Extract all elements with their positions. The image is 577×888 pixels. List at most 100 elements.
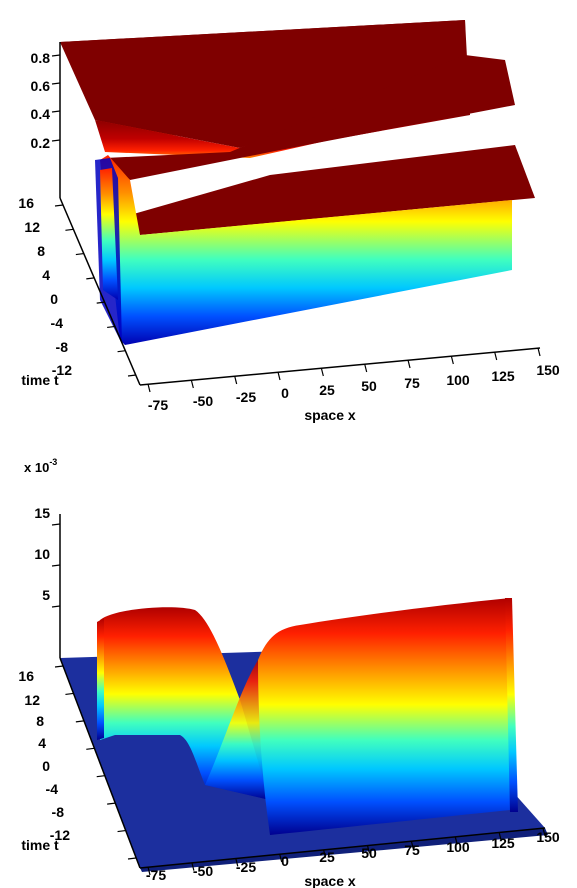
top-y-tick-12: 12: [24, 219, 40, 235]
top-y-tick-mark-0: [54, 204, 64, 207]
top-x-tick-50: 50: [361, 378, 377, 394]
top-x-tick-mark-6: [407, 359, 411, 369]
top-y-tick-minus8: -8: [56, 339, 69, 355]
bottom-x-tick-minus75: -75: [146, 867, 166, 883]
top-y-tick-mark-3: [86, 277, 95, 280]
top-x-tick-mark-1: [190, 379, 194, 389]
bottom-x-axis-label: space x: [304, 873, 356, 888]
top-x-tick-mark-3: [277, 371, 281, 381]
bottom-z-tick-15: 15: [34, 505, 50, 521]
top-x-tick-75: 75: [404, 375, 420, 391]
top-x-tick-mark-0: [147, 383, 151, 393]
top-x-tick-minus75: -75: [148, 397, 168, 413]
top-surface-plot: 0.8 0.6 0.4 0.2 16 12 8 4 0 -4 -8 -12 -7…: [18, 20, 560, 423]
top-y-tick-mark-1: [65, 228, 74, 231]
top-y-axis-label: time t: [21, 372, 59, 388]
bottom-y-axis-label: time t: [21, 837, 59, 853]
top-y-tick-mark-5: [107, 325, 116, 329]
bottom-y-tick-minus8: -8: [52, 804, 65, 820]
bottom-y-tick-mark-7: [127, 857, 137, 860]
bottom-y-tick-mark-0: [54, 665, 64, 668]
top-x-tick-mark-5: [364, 363, 368, 373]
bottom-z-tick-10: 10: [34, 546, 50, 562]
top-surface-upper-sheet: [60, 20, 466, 148]
top-x-tick-mark-9: [537, 347, 541, 357]
bottom-z-scale-label: x 10-3: [24, 457, 57, 475]
bottom-x-tick-mark-2: [235, 858, 239, 867]
bottom-y-tick-minus4: -4: [46, 781, 59, 797]
bottom-y-tick-minus12: -12: [50, 827, 70, 843]
bottom-x-tick-marks: [147, 827, 546, 876]
bottom-x-axis: [139, 827, 546, 869]
bottom-x-tick-50: 50: [361, 845, 377, 861]
top-y-tick-mark-6: [117, 350, 126, 353]
bottom-y-tick-marks: [54, 665, 137, 860]
top-x-tick-mark-8: [494, 351, 498, 361]
bottom-x-tick-125: 125: [491, 835, 515, 851]
top-x-axis-label: space x: [304, 407, 356, 423]
top-z-tick-0.2: 0.2: [31, 135, 51, 151]
bottom-x-tick-100: 100: [446, 839, 470, 855]
top-x-tick-minus50: -50: [193, 393, 213, 409]
top-z-tick-0.4: 0.4: [31, 106, 51, 122]
top-x-tick-mark-2: [234, 375, 238, 385]
bottom-x-tick-150: 150: [536, 829, 560, 845]
bottom-x-tick-mark-5: [366, 845, 371, 854]
bottom-x-tick-minus25: -25: [236, 859, 256, 875]
bottom-y-tick-mark-4: [96, 775, 105, 778]
top-y-tick-marks: [54, 204, 137, 377]
top-surface-front-sheet: [130, 145, 535, 235]
top-x-tick-125: 125: [491, 368, 515, 384]
top-y-tick-mark-4: [96, 301, 105, 304]
top-x-tick-minus25: -25: [236, 389, 256, 405]
top-z-tick-0.8: 0.8: [31, 50, 51, 66]
bottom-z-axis: [51, 514, 61, 658]
top-y-tick-minus4: -4: [51, 315, 64, 331]
top-x-tick-marks: [147, 347, 541, 393]
top-z-tick-0.6: 0.6: [31, 78, 51, 94]
bottom-y-tick-mark-5: [107, 802, 116, 805]
bottom-x-tick-minus50: -50: [193, 863, 213, 879]
bottom-x-tick-mark-7: [454, 836, 458, 845]
top-x-tick-0: 0: [281, 385, 289, 401]
top-x-tick-mark-4: [320, 367, 324, 377]
top-surface-front-face: [100, 155, 512, 345]
top-surface-left-cliff-color: [100, 168, 118, 300]
bottom-y-tick-12: 12: [24, 692, 40, 708]
bottom-x-tick-mark-4: [322, 849, 327, 858]
bottom-x-tick-mark-1: [191, 862, 195, 871]
top-y-tick-mark-2: [75, 252, 84, 256]
bottom-x-tick-25: 25: [319, 849, 335, 865]
bottom-surface-valley: [205, 660, 270, 800]
bottom-surface-right-ridge: [258, 598, 510, 835]
top-x-axis: [139, 347, 541, 386]
bottom-x-tick-mark-3: [279, 853, 283, 863]
bottom-surface-left-edge: [97, 618, 104, 740]
top-y-tick-0: 0: [50, 291, 58, 307]
bottom-z-tick-5: 5: [42, 587, 50, 603]
top-y-tick-minus12: -12: [52, 362, 72, 378]
bottom-x-tick-0: 0: [281, 853, 289, 869]
bottom-y-tick-4: 4: [38, 735, 46, 751]
bottom-x-tick-mark-6: [410, 840, 414, 850]
top-x-tick-150: 150: [536, 362, 560, 378]
bottom-y-tick-mark-2: [75, 720, 84, 723]
bottom-x-tick-mark-8: [498, 832, 502, 841]
top-x-tick-100: 100: [446, 372, 470, 388]
bottom-surface-plot: x 10-3 15 10 5 16 12: [18, 457, 559, 888]
bottom-surface-floor-front: [140, 828, 548, 872]
bottom-y-tick-mark-6: [117, 829, 126, 833]
bottom-x-tick-mark-9: [542, 827, 546, 837]
top-y-tick-16: 16: [18, 195, 34, 211]
top-z-axis: [51, 42, 61, 198]
top-surface-middle-ridge: [105, 55, 515, 180]
bottom-y-tick-8: 8: [36, 713, 44, 729]
top-y-tick-mark-7: [127, 374, 137, 377]
bottom-y-tick-mark-3: [86, 747, 95, 750]
bottom-x-tick-75: 75: [404, 842, 420, 858]
bottom-surface-right-edge: [505, 598, 518, 812]
bottom-y-tick-16: 16: [18, 668, 34, 684]
bottom-x-tick-mark-0: [147, 866, 151, 876]
top-y-tick-4: 4: [42, 267, 50, 283]
